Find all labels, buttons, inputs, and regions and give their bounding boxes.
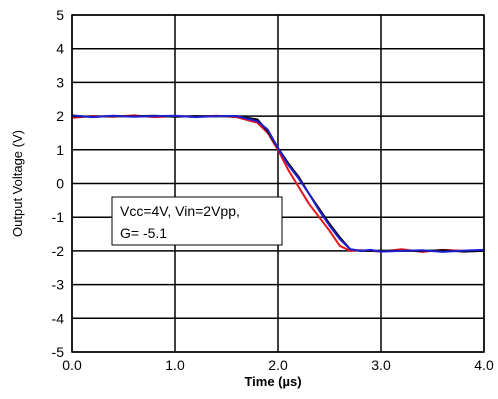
x-axis-title: Time (µs) — [244, 374, 301, 389]
y-tick-labels: 5 4 3 2 1 0 -1 -2 -3 -4 -5 — [52, 7, 65, 360]
y-axis-title: Output Voltage (V) — [10, 130, 25, 237]
series-group — [71, 114, 485, 253]
annotation-box: Vcc=4V, Vin=2Vpp, G= -5.1 — [111, 196, 283, 246]
y-tick-label: 2 — [56, 108, 64, 124]
y-tick-label: -4 — [52, 310, 65, 326]
y-tick-label: -5 — [52, 344, 65, 360]
y-tick-label: 5 — [56, 7, 64, 23]
y-tick-label: 1 — [56, 142, 64, 158]
annotation-frame — [111, 196, 283, 246]
x-tick-label: 2.0 — [268, 357, 288, 373]
x-tick-label: 0.0 — [62, 357, 82, 373]
y-tick-label: -3 — [52, 277, 65, 293]
series-line-3 — [71, 114, 485, 253]
annotation-line-1: Vcc=4V, Vin=2Vpp, — [120, 203, 240, 219]
x-tick-label: 4.0 — [474, 357, 494, 373]
x-tick-label: 3.0 — [371, 357, 391, 373]
x-tick-labels: 0.0 1.0 2.0 3.0 4.0 — [62, 357, 494, 373]
x-tick-label: 1.0 — [165, 357, 185, 373]
y-tick-label: -2 — [52, 243, 65, 259]
y-tick-label: 3 — [56, 74, 64, 90]
grid — [71, 14, 485, 353]
y-tick-label: -1 — [52, 209, 65, 225]
y-tick-label: 0 — [56, 176, 64, 192]
annotation-line-2: G= -5.1 — [120, 225, 167, 241]
plot-border — [71, 14, 485, 353]
y-tick-label: 4 — [56, 41, 64, 57]
